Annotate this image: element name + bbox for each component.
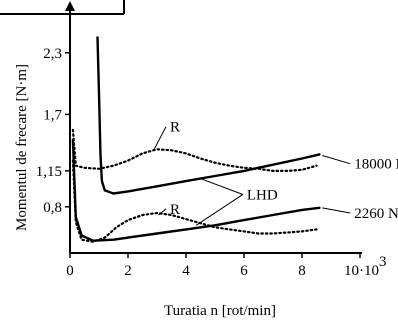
x-tick-label-3: 4 — [182, 263, 190, 279]
axes-layer: 0,8 1,15 1,7 2,3 0 2 4 6 8 10·103 Turatia n [rot/m… — [0, 0, 387, 319]
y-tick-label-1: 0,8 — [43, 200, 62, 216]
y-tick-label-4: 2,3 — [43, 46, 62, 62]
annotation-label-4: 18000 N — [354, 157, 398, 173]
annotation-leader-3-1 — [198, 177, 244, 195]
annotation-label-2: R — [170, 202, 180, 218]
series-line-1 — [71, 128, 318, 172]
series-layer — [71, 36, 321, 243]
x-tick-label-2: 2 — [124, 263, 132, 279]
x-tick-label-5: 8 — [298, 263, 306, 279]
annotation-layer: R R LHD 18000 N 2260 N — [153, 120, 398, 226]
series-line-2 — [96, 36, 321, 195]
annotation-label-3: LHD — [247, 187, 278, 203]
annotation-label-5: 2260 N — [354, 206, 398, 222]
series-line-3 — [71, 159, 318, 243]
y-axis-title: Momentul de frecare [N·m] — [14, 64, 30, 231]
series-line-4 — [71, 138, 321, 242]
y-tick-label-3: 1,7 — [43, 107, 62, 123]
annotation-label-1: R — [170, 120, 180, 136]
y-tick-label-2: 1,15 — [36, 164, 62, 180]
annotation-leader-5-1 — [322, 207, 351, 214]
x-tick-label-1: 0 — [66, 263, 74, 279]
annotation-leader-4-1 — [322, 154, 351, 165]
x-tick-label-4: 6 — [240, 263, 248, 279]
x-multiplier-label: 10·10 — [344, 263, 379, 279]
x-axis-title: Turatia n [rot/min] — [164, 303, 276, 319]
x-multiplier-exponent: 3 — [379, 254, 387, 270]
annotation-leader-2-1 — [158, 208, 167, 216]
annotation-leader-1-1 — [153, 126, 167, 150]
annotation-leader-3-2 — [195, 194, 244, 226]
